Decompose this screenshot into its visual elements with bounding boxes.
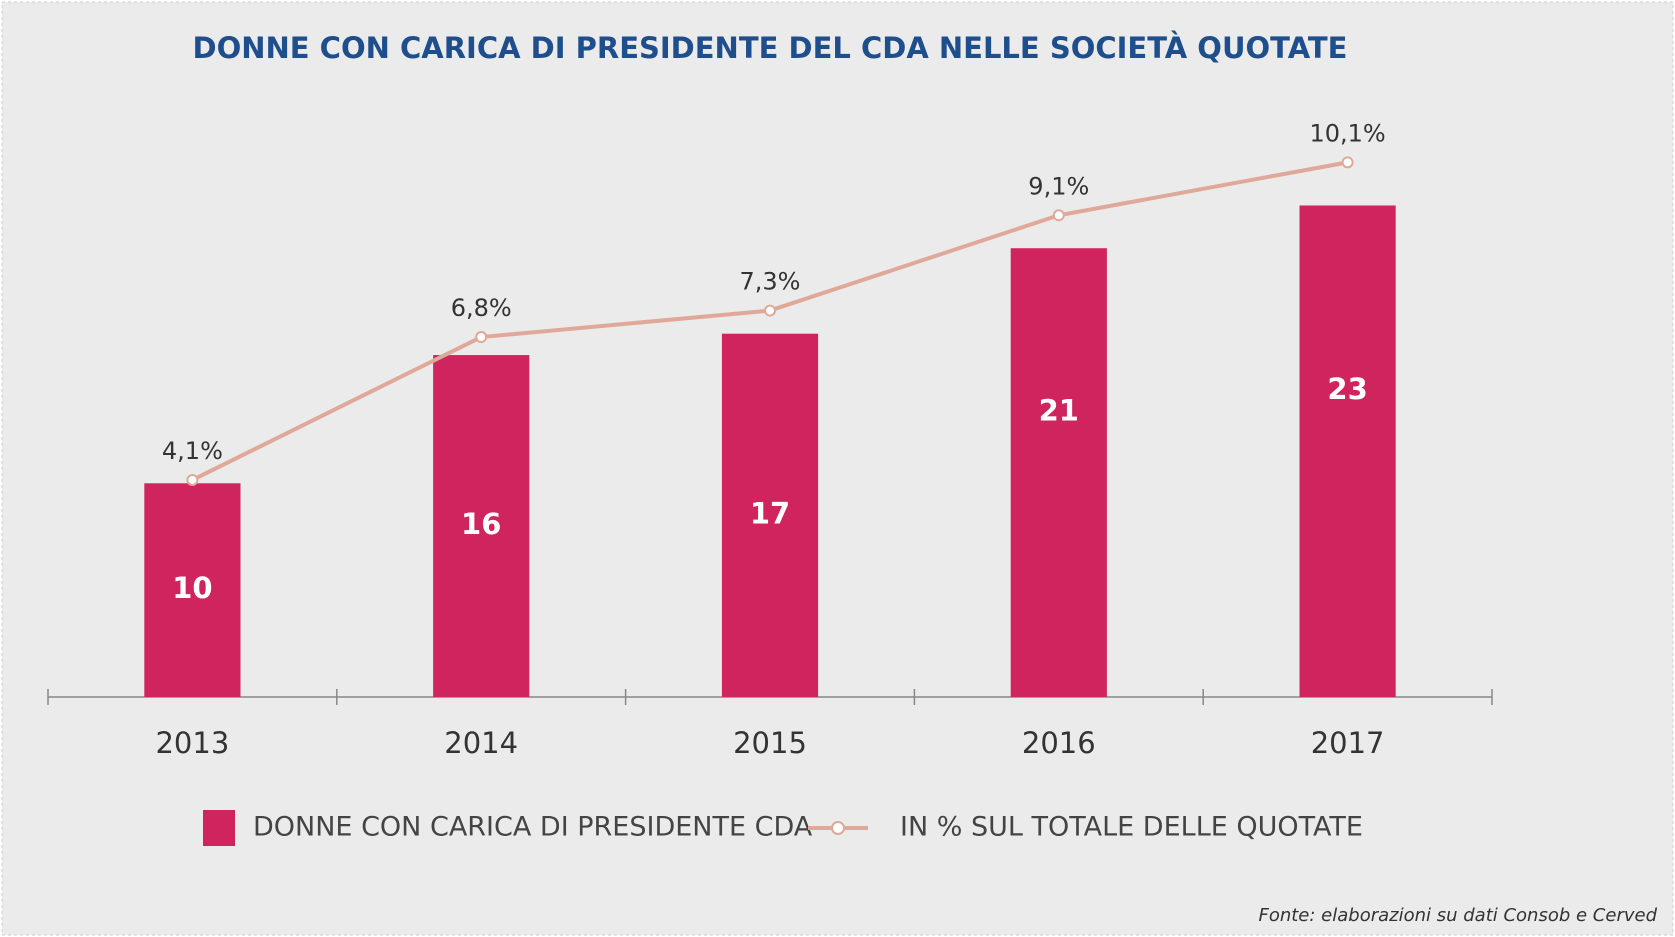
- line-point: [186, 473, 199, 486]
- legend-swatch: [203, 810, 235, 846]
- x-tick-label: 2014: [444, 726, 518, 760]
- source: Fonte: elaborazioni su dati Consob e Cer…: [1258, 905, 1657, 926]
- legend-marker: [831, 821, 845, 835]
- line-value-label: 6,8%: [451, 294, 512, 322]
- line-point: [764, 304, 776, 317]
- bar-value-label: 16: [461, 507, 501, 541]
- bar: [1010, 248, 1107, 697]
- x-tick-label: 2016: [1022, 726, 1096, 760]
- legend-label: IN % SUL TOTALE DELLE QUOTATE: [900, 812, 1363, 843]
- line-point: [1341, 156, 1354, 169]
- line-point: [1052, 209, 1065, 222]
- bar: [433, 355, 530, 697]
- line-value-label: 10,1%: [1309, 119, 1385, 147]
- x-tick-label: 2017: [1311, 726, 1385, 760]
- line-value-label: 9,1%: [1028, 172, 1089, 200]
- bar: [1299, 205, 1396, 697]
- chart-title: DONNE CON CARICA DI PRESIDENTE DEL CDA N…: [193, 31, 1348, 65]
- x-tick-label: 2015: [733, 726, 807, 760]
- bar: [721, 333, 819, 697]
- legend-label: DONNE CON CARICA DI PRESIDENTE CDA: [253, 812, 813, 843]
- line-value-label: 7,3%: [740, 268, 801, 296]
- line-point: [475, 331, 488, 344]
- bar: [144, 483, 241, 697]
- bar-value-label: 23: [1327, 372, 1367, 406]
- bar-value-label: 17: [750, 496, 790, 530]
- x-tick-label: 2013: [155, 726, 229, 760]
- bar-value-label: 21: [1039, 394, 1079, 428]
- bar-value-label: 10: [172, 571, 212, 605]
- line-value-label: 4,1%: [162, 437, 223, 465]
